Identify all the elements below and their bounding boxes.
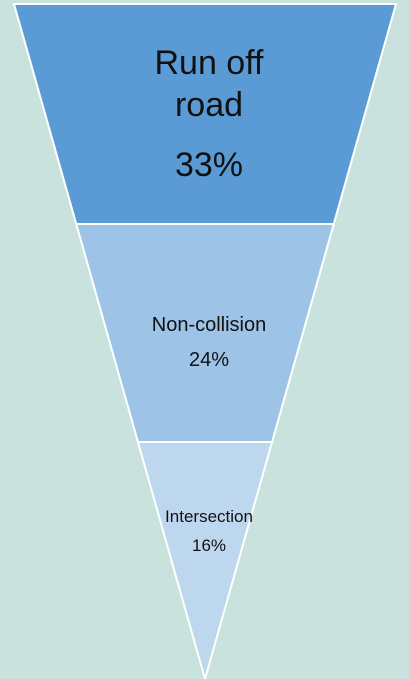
segment-value: 16% xyxy=(191,536,227,556)
segment-label: Intersection xyxy=(165,506,253,526)
funnel-segment xyxy=(136,441,274,679)
segment-label: Non-collision xyxy=(151,314,267,336)
segment-value: 24% xyxy=(188,349,230,371)
segment-label: Run off road xyxy=(154,43,264,125)
segment-value: 33% xyxy=(174,145,244,184)
